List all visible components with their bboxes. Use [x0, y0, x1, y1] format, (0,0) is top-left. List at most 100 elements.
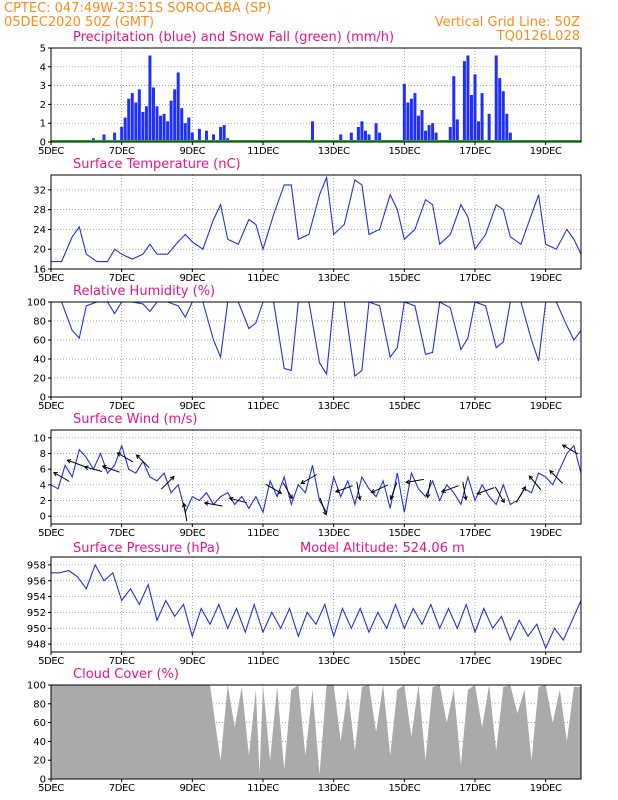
precip-xtick-label: 13DEC	[318, 146, 350, 157]
pressure-series-line	[51, 563, 582, 650]
temp-xtick-label: 19DEC	[530, 273, 562, 284]
rh-ytick-label: 20	[33, 374, 46, 385]
precip-frame	[50, 47, 582, 143]
precip-bar	[434, 132, 438, 142]
precip-bar	[219, 126, 223, 142]
rh-series-line	[51, 301, 582, 378]
pressure-xtick-label: 17DEC	[459, 656, 491, 667]
cloud-title: Cloud Cover (%)	[73, 667, 179, 682]
precip-bar	[378, 132, 382, 142]
wind-arrow	[370, 484, 389, 494]
wind-ytick-label: 2	[40, 496, 46, 507]
precip-bar	[120, 126, 124, 142]
pressure-title: Surface Pressure (hPa)	[73, 541, 220, 556]
wind-ytick-label: 10	[33, 433, 46, 444]
rh-xtick-label: 19DEC	[530, 401, 562, 412]
grid-note: Vertical Grid Line: 50Z	[435, 15, 580, 30]
precip-bar	[183, 123, 187, 142]
wind-arrow	[494, 486, 505, 504]
temp-ytick-label: 24	[33, 225, 46, 236]
precip-bar	[427, 125, 431, 142]
precip-bar	[480, 93, 484, 142]
panels: 0 1 2 3 4 5 5DEC 7DEC 9DEC 11DEC 13DEC 15DEC 17DEC 19…	[27, 44, 582, 794]
precip-xtick-label: 17DEC	[459, 146, 491, 157]
wind-arrow	[528, 475, 542, 491]
precip-bar	[494, 55, 498, 142]
wind-arrow	[160, 475, 175, 490]
precip-bar	[197, 128, 201, 142]
temp-panel: 16 20 24 28 32 5DEC 7DEC 9DEC 11DEC 13DEC 15DEC 17D…	[33, 174, 582, 284]
cloud-frame	[50, 684, 582, 780]
cloud-xtick-label: 9DEC	[179, 783, 205, 794]
temp-ytick-label: 20	[33, 245, 46, 256]
precip-bar	[466, 55, 470, 142]
pressure-xtick-label: 13DEC	[318, 656, 350, 667]
temp-title: Surface Temperature (nC)	[73, 157, 241, 172]
cloud-area	[51, 685, 581, 779]
precip-bar	[498, 78, 502, 142]
precip-bar	[477, 121, 481, 142]
precip-bar	[113, 132, 117, 142]
wind-arrow	[52, 471, 70, 482]
precip-bar	[360, 121, 364, 142]
precip-ytick-label: 1	[40, 119, 46, 130]
rh-ytick-label: 80	[33, 317, 46, 328]
wind-arrow	[476, 487, 495, 495]
precip-bar	[137, 89, 141, 142]
wind-arrow	[101, 465, 120, 473]
cloud-ytick-label: 80	[33, 699, 46, 710]
pressure-ytick-label: 958	[27, 560, 46, 571]
wind-arrow	[462, 481, 468, 501]
cloud-ytick-label: 100	[27, 681, 46, 692]
precip-bar	[487, 113, 491, 142]
temp-xtick-label: 7DEC	[109, 273, 135, 284]
precip-bar	[166, 121, 170, 142]
precip-bar	[148, 55, 152, 142]
rh-ytick-label: 100	[27, 298, 46, 309]
cloud-xtick-label: 13DEC	[318, 783, 350, 794]
precip-bar	[455, 119, 459, 142]
temp-series-line	[51, 175, 582, 263]
wind-arrow	[440, 485, 459, 493]
cloud-panel: 0 20 40 60 80 100 5DEC 7DEC 9DEC 11DEC 13DEC 15DEC 1…	[27, 681, 582, 794]
pressure-xtick-label: 19DEC	[530, 656, 562, 667]
precip-bar	[424, 130, 428, 142]
precip-bar	[159, 115, 163, 142]
run-code: TQ0126L028	[496, 29, 580, 44]
precip-bar	[222, 125, 226, 142]
precip-bar	[173, 89, 177, 142]
precip-bar	[169, 100, 173, 142]
precip-bar	[349, 132, 353, 142]
cloud-xtick-label: 5DEC	[38, 783, 64, 794]
model-altitude: Model Altitude: 524.06 m	[300, 541, 465, 556]
wind-arrow	[425, 479, 432, 499]
temp-xtick-label: 5DEC	[38, 273, 64, 284]
precip-bar	[508, 132, 512, 142]
precip-ytick-label: 2	[40, 100, 46, 111]
wind-xtick-label: 19DEC	[530, 528, 562, 539]
wind-arrow	[561, 444, 579, 455]
temp-frame	[50, 174, 582, 270]
precip-bar	[134, 102, 138, 142]
pressure-ytick-label: 952	[27, 608, 46, 619]
precip-bar	[367, 134, 371, 142]
precip-bar	[501, 91, 505, 142]
precip-bar	[416, 115, 420, 142]
precip-bar	[402, 83, 406, 142]
cloud-ytick-label: 0	[40, 775, 46, 786]
precip-ytick-label: 0	[40, 138, 46, 149]
precip-title: Precipitation (blue) and Snow Fall (gree…	[73, 30, 394, 45]
wind-xtick-label: 17DEC	[459, 528, 491, 539]
precip-bar	[356, 126, 360, 142]
wind-xtick-label: 5DEC	[38, 528, 64, 539]
wind-ytick-label: 4	[40, 480, 46, 491]
precip-xtick-label: 5DEC	[38, 146, 64, 157]
wind-title: Surface Wind (m/s)	[73, 412, 197, 427]
precip-bar	[505, 113, 509, 142]
pressure-xtick-label: 5DEC	[38, 656, 64, 667]
pressure-panel: 948 950 952 954 956 958 5DEC 7DEC 9DEC 11DEC 13DEC…	[27, 556, 582, 667]
precip-bar	[339, 134, 343, 142]
precip-ytick-label: 4	[40, 62, 46, 73]
station-header: CPTEC: 047:49W-23:51S SOROCABA (SP)	[4, 1, 271, 16]
